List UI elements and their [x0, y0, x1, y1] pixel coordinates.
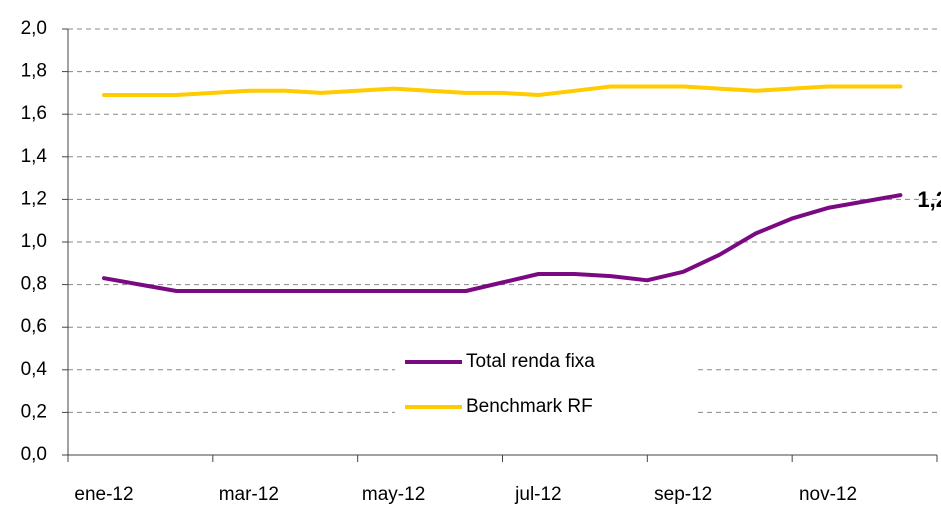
y-tick-label: 0,4 [21, 359, 48, 380]
legend-box [395, 343, 695, 427]
legend: Total renda fixa Benchmark RF [395, 343, 695, 427]
y-tick-label: 0,6 [21, 316, 47, 337]
x-tick-label: jul-12 [514, 484, 561, 505]
y-tick-label: 0,0 [21, 444, 47, 465]
y-tick-label: 1,6 [21, 103, 47, 124]
legend-label: Total renda fixa [466, 351, 595, 372]
x-tick-label: mar-12 [219, 484, 279, 505]
x-tick-label: sep-12 [654, 484, 712, 505]
data-label: 1,22 [917, 187, 941, 212]
y-tick-label: 2,0 [21, 18, 47, 39]
y-tick-label: 1,2 [21, 188, 47, 209]
series-line [102, 193, 903, 293]
y-tick-label: 0,2 [21, 401, 47, 422]
legend-label: Benchmark RF [466, 396, 593, 417]
y-tick-label: 1,8 [21, 61, 47, 82]
series-line [102, 84, 903, 97]
y-tick-label: 1,0 [21, 231, 47, 252]
y-tick-label: 1,4 [21, 146, 48, 167]
x-tick-label: nov-12 [799, 484, 857, 505]
y-tick-label: 0,8 [21, 274, 47, 295]
x-tick-label: ene-12 [74, 484, 133, 505]
x-tick-label: may-12 [362, 484, 425, 505]
